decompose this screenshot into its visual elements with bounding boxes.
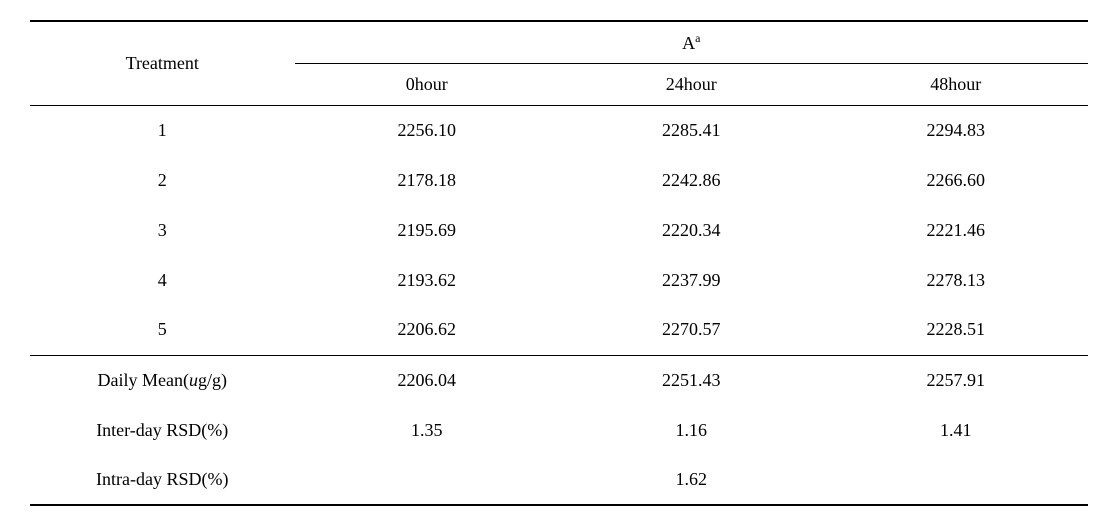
intra-day-value: 1.62 bbox=[559, 455, 824, 505]
value-cell: 2242.86 bbox=[559, 155, 824, 205]
value-cell: 2220.34 bbox=[559, 205, 824, 255]
inter-day-row: Inter-day RSD(%) 1.35 1.16 1.41 bbox=[30, 405, 1088, 455]
inter-day-value: 1.16 bbox=[559, 405, 824, 455]
daily-mean-value: 2206.04 bbox=[295, 355, 560, 405]
table-row: 5 2206.62 2270.57 2228.51 bbox=[30, 305, 1088, 355]
value-cell: 2278.13 bbox=[824, 255, 1089, 305]
treatment-cell: 2 bbox=[30, 155, 295, 205]
value-cell: 2256.10 bbox=[295, 105, 560, 155]
subheader-0hour: 0hour bbox=[295, 63, 560, 105]
treatment-cell: 1 bbox=[30, 105, 295, 155]
table-row: 1 2256.10 2285.41 2294.83 bbox=[30, 105, 1088, 155]
value-cell: 2195.69 bbox=[295, 205, 560, 255]
intra-day-empty bbox=[824, 455, 1089, 505]
value-cell: 2221.46 bbox=[824, 205, 1089, 255]
table-row: 4 2193.62 2237.99 2278.13 bbox=[30, 255, 1088, 305]
value-cell: 2270.57 bbox=[559, 305, 824, 355]
table-row: 3 2195.69 2220.34 2221.46 bbox=[30, 205, 1088, 255]
data-table: Treatment Aa 0hour 24hour 48hour 1 2256.… bbox=[30, 20, 1088, 506]
value-cell: 2206.62 bbox=[295, 305, 560, 355]
daily-mean-value: 2251.43 bbox=[559, 355, 824, 405]
daily-mean-unit-u: u bbox=[189, 370, 198, 390]
daily-mean-label: Daily Mean(ug/g) bbox=[30, 355, 295, 405]
value-cell: 2266.60 bbox=[824, 155, 1089, 205]
a-header: Aa bbox=[295, 21, 1089, 63]
intra-day-row: Intra-day RSD(%) 1.62 bbox=[30, 455, 1088, 505]
daily-mean-pre: Daily Mean( bbox=[98, 370, 189, 390]
treatment-cell: 3 bbox=[30, 205, 295, 255]
subheader-48hour: 48hour bbox=[824, 63, 1089, 105]
table-row: 2 2178.18 2242.86 2266.60 bbox=[30, 155, 1088, 205]
value-cell: 2294.83 bbox=[824, 105, 1089, 155]
treatment-header: Treatment bbox=[30, 21, 295, 105]
daily-mean-row: Daily Mean(ug/g) 2206.04 2251.43 2257.91 bbox=[30, 355, 1088, 405]
value-cell: 2178.18 bbox=[295, 155, 560, 205]
value-cell: 2237.99 bbox=[559, 255, 824, 305]
subheader-24hour: 24hour bbox=[559, 63, 824, 105]
intra-day-empty bbox=[295, 455, 560, 505]
inter-day-label: Inter-day RSD(%) bbox=[30, 405, 295, 455]
daily-mean-value: 2257.91 bbox=[824, 355, 1089, 405]
a-superscript: a bbox=[695, 31, 700, 45]
inter-day-value: 1.35 bbox=[295, 405, 560, 455]
intra-day-label: Intra-day RSD(%) bbox=[30, 455, 295, 505]
treatment-cell: 4 bbox=[30, 255, 295, 305]
value-cell: 2228.51 bbox=[824, 305, 1089, 355]
a-label: A bbox=[682, 33, 695, 53]
value-cell: 2193.62 bbox=[295, 255, 560, 305]
inter-day-value: 1.41 bbox=[824, 405, 1089, 455]
treatment-cell: 5 bbox=[30, 305, 295, 355]
daily-mean-unit-rest: g/g) bbox=[198, 370, 227, 390]
value-cell: 2285.41 bbox=[559, 105, 824, 155]
